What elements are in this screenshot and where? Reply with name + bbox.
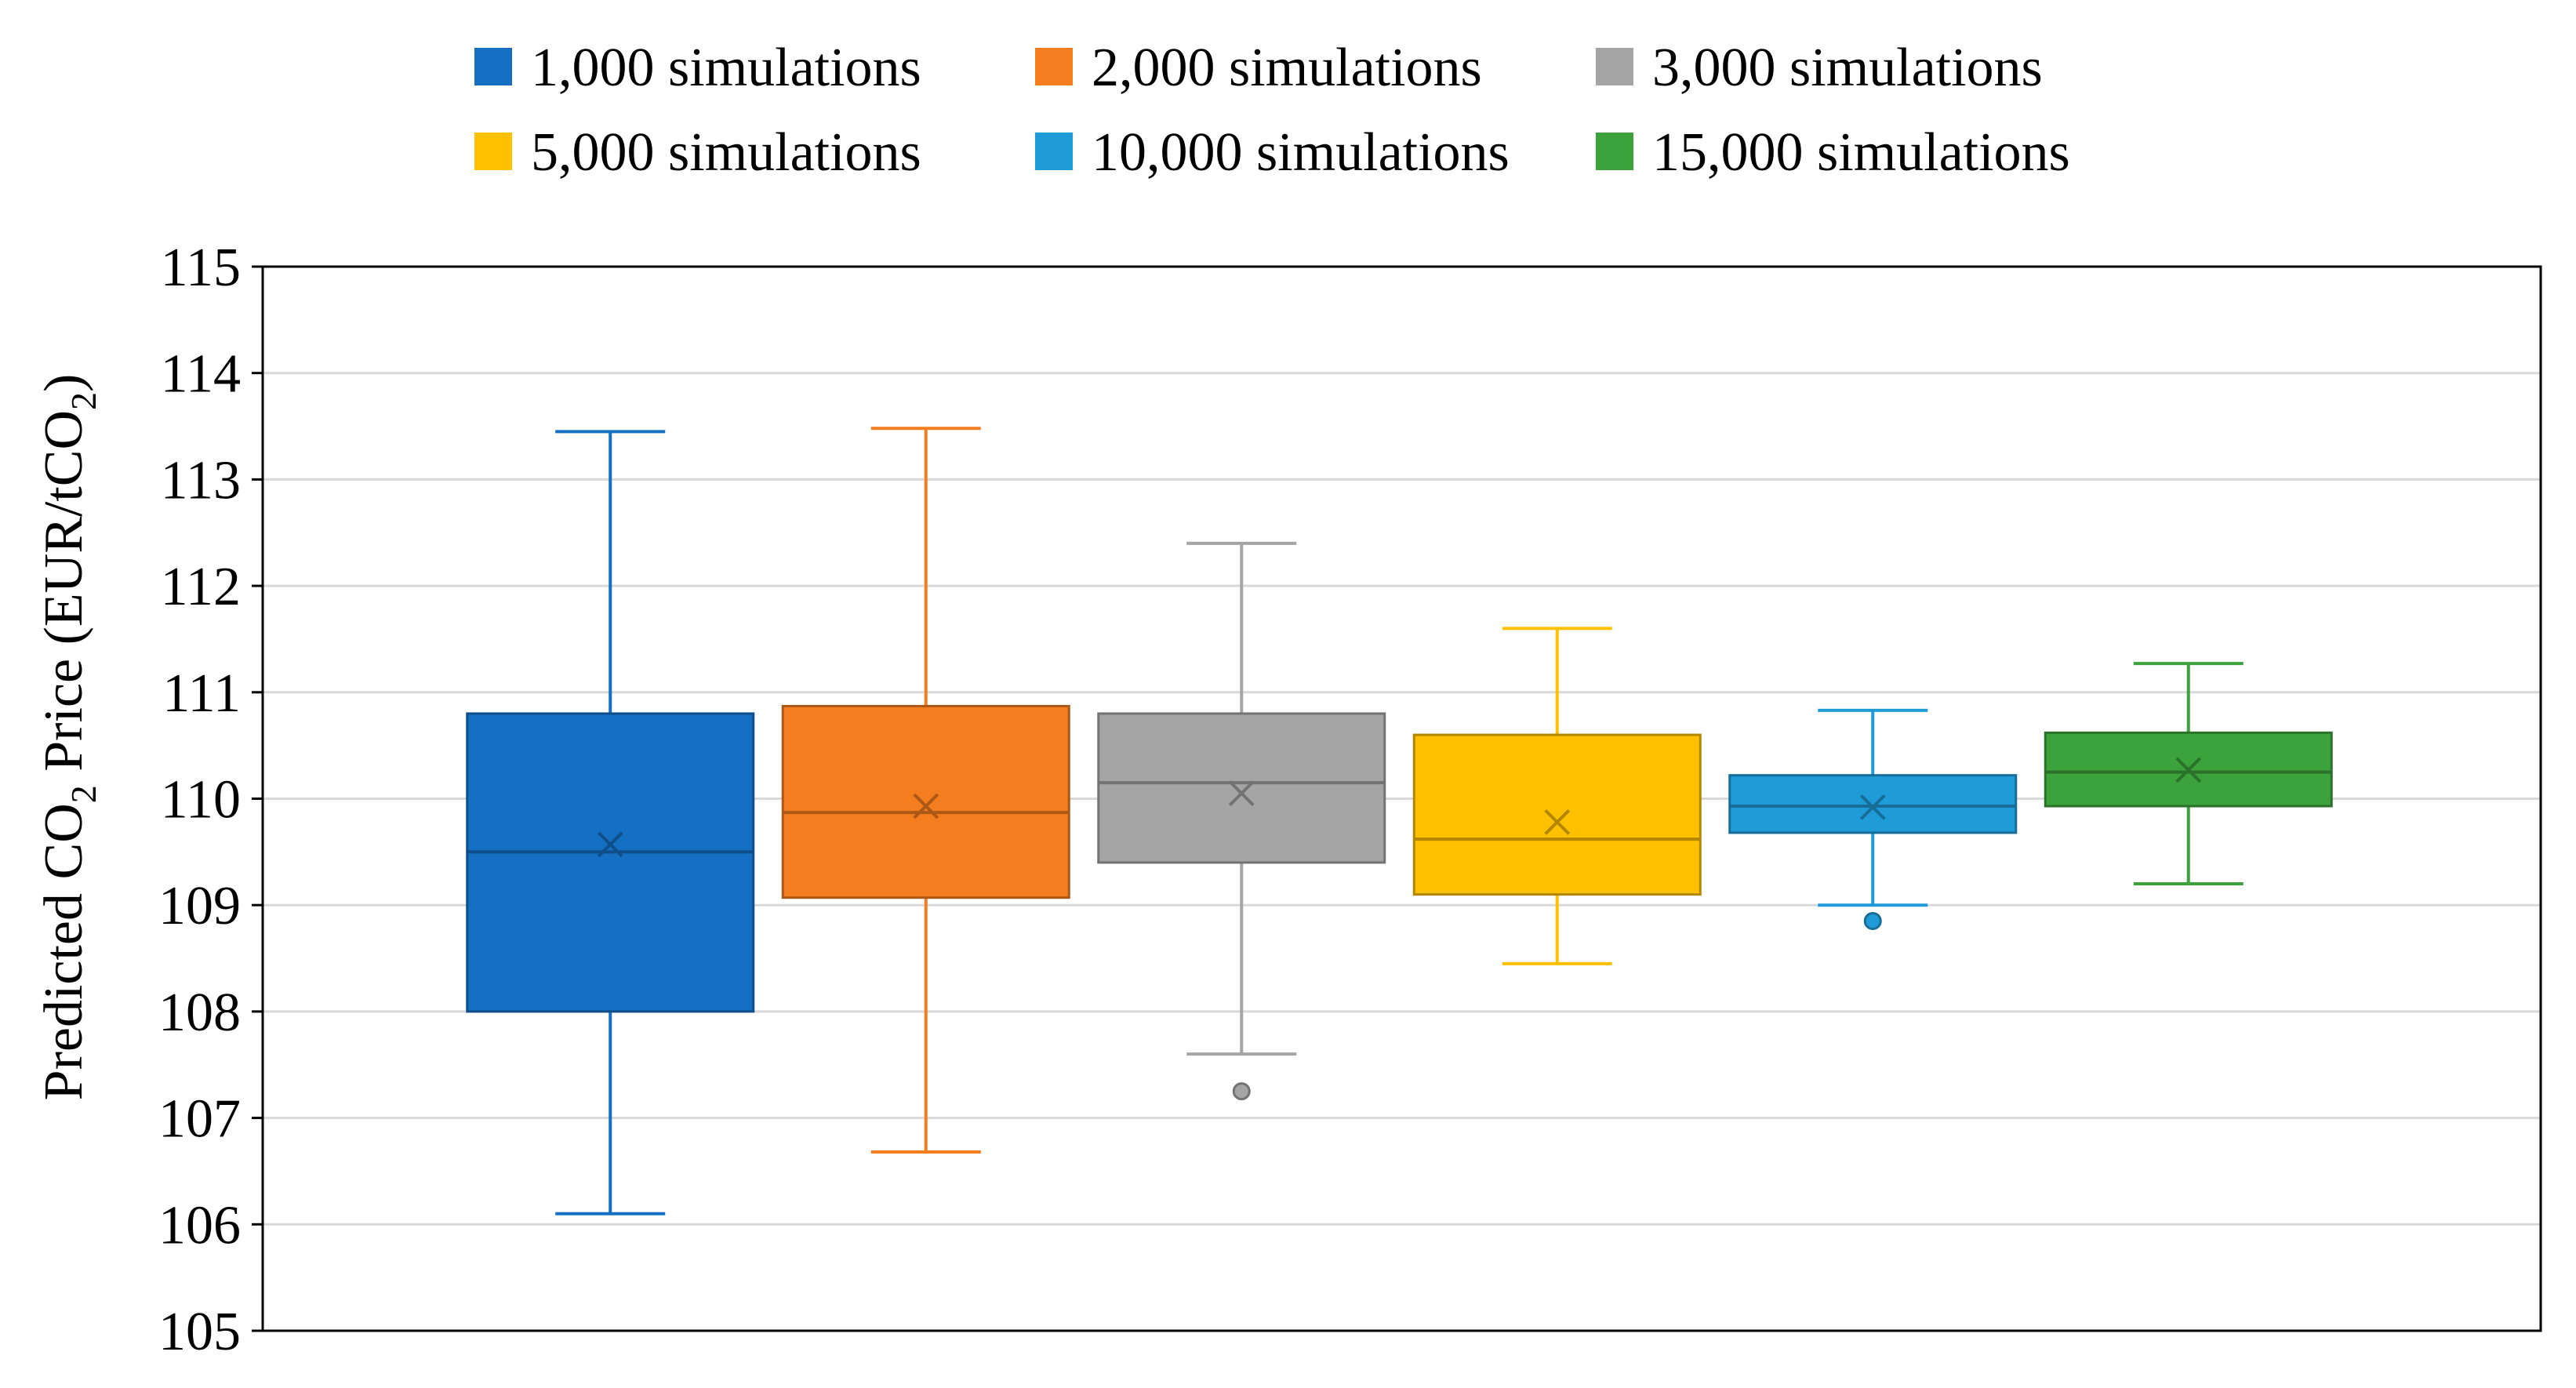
- legend-swatch-3-000-simulations: [1596, 48, 1633, 85]
- legend-label-5-000-simulations: 5,000 simulations: [531, 122, 921, 183]
- legend-label-15-000-simulations: 15,000 simulations: [1652, 122, 2070, 183]
- y-tick-label-106: 106: [158, 1195, 241, 1255]
- y-tick-label-114: 114: [161, 344, 241, 405]
- y-tick-label-113: 113: [161, 450, 241, 511]
- y-axis-label-prefix: Predicted CO: [34, 803, 94, 1100]
- y-axis-label-group: Predicted CO2 Price (EUR/tCO2): [34, 374, 104, 1101]
- box-body-1-000-simulations: [466, 712, 755, 1013]
- box-body-3-000-simulations: [1097, 712, 1386, 864]
- mean-marker-3-000-simulations: [1228, 780, 1255, 807]
- mean-marker-15-000-simulations: [2175, 757, 2202, 783]
- legend-item-2-000-simulations: 2,000 simulations: [1035, 38, 1482, 98]
- outlier-3-000-simulations-0: [1232, 1082, 1251, 1101]
- y-tick-label-108: 108: [158, 983, 241, 1043]
- legend-item-10-000-simulations: 10,000 simulations: [1035, 122, 1510, 183]
- y-tick-label-109: 109: [158, 876, 241, 936]
- y-tick-label-110: 110: [161, 770, 241, 830]
- y-axis-label-middle: Price (EUR/tCO: [34, 410, 94, 785]
- box-body-5-000-simulations: [1412, 733, 1702, 896]
- legend-item-3-000-simulations: 3,000 simulations: [1596, 38, 2043, 98]
- y-axis: 105 106 107 108 109 110 111 112 113 114 115: [158, 238, 263, 1362]
- y-axis-label: Predicted CO2 Price (EUR/tCO2): [34, 374, 104, 1101]
- legend-swatch-15-000-simulations: [1596, 133, 1633, 170]
- y-tick-label-107: 107: [158, 1089, 241, 1150]
- legend-label-2-000-simulations: 2,000 simulations: [1092, 38, 1482, 98]
- legend-item-5-000-simulations: 5,000 simulations: [474, 122, 921, 183]
- box-15-000-simulations: [2044, 662, 2333, 886]
- legend-item-15-000-simulations: 15,000 simulations: [1596, 122, 2070, 183]
- y-tick-label-111: 111: [162, 663, 241, 724]
- mean-marker-10-000-simulations: [1859, 794, 1886, 820]
- legend: 1,000 simulations 2,000 simulations 3,000 …: [474, 38, 2070, 183]
- legend-item-1-000-simulations: 1,000 simulations: [474, 38, 921, 98]
- box-5-000-simulations: [1412, 627, 1702, 965]
- box-series: [466, 427, 2333, 1215]
- legend-label-1-000-simulations: 1,000 simulations: [531, 38, 921, 98]
- mean-marker-2-000-simulations: [913, 793, 939, 819]
- box-10-000-simulations: [1728, 708, 2018, 931]
- mean-marker-1-000-simulations: [597, 831, 623, 858]
- plot-area-frame: [261, 265, 2542, 1332]
- box-body-10-000-simulations: [1728, 774, 2018, 834]
- box-body-2-000-simulations: [781, 704, 1070, 899]
- box-3-000-simulations: [1097, 541, 1386, 1101]
- y-axis-label-subscript-1: 2: [64, 785, 104, 803]
- outlier-10-000-simulations-0: [1863, 912, 1882, 931]
- legend-swatch-2-000-simulations: [1035, 48, 1073, 85]
- y-tick-label-105: 105: [158, 1302, 241, 1362]
- y-axis-label-suffix: ): [34, 374, 94, 392]
- y-tick-label-115: 115: [161, 238, 241, 298]
- legend-label-3-000-simulations: 3,000 simulations: [1652, 38, 2043, 98]
- y-axis-label-subscript-2: 2: [64, 392, 104, 410]
- legend-swatch-5-000-simulations: [474, 133, 512, 170]
- box-1-000-simulations: [466, 430, 755, 1215]
- legend-swatch-1-000-simulations: [474, 48, 512, 85]
- mean-marker-5-000-simulations: [1544, 808, 1571, 835]
- box-2-000-simulations: [781, 427, 1070, 1154]
- legend-label-10-000-simulations: 10,000 simulations: [1092, 122, 1510, 183]
- y-tick-label-112: 112: [161, 557, 241, 617]
- legend-swatch-10-000-simulations: [1035, 133, 1073, 170]
